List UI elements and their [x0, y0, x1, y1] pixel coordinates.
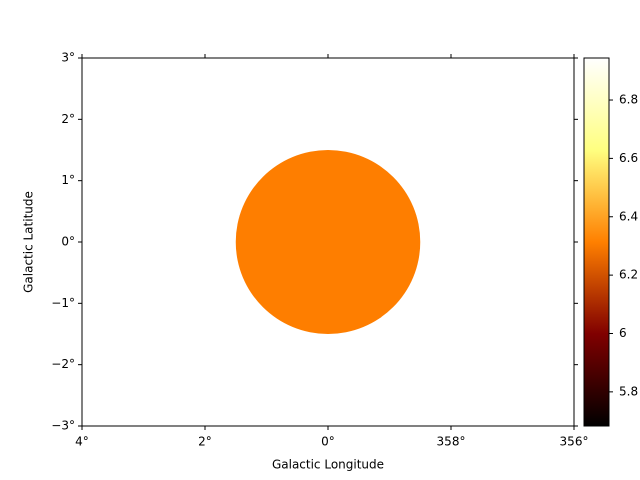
y-tick-label: −2° — [51, 357, 75, 371]
x-axis-label: Galactic Longitude — [272, 458, 384, 472]
y-tick-label: 1° — [61, 173, 75, 187]
colorbar — [583, 57, 610, 427]
x-tick-label: 4° — [75, 435, 89, 449]
y-tick-label: 3° — [61, 51, 75, 65]
x-tick-label: 358° — [437, 435, 466, 449]
x-tick-label: 2° — [198, 435, 212, 449]
y-tick-label: −3° — [51, 419, 75, 433]
colorbar-tick-label: 6 — [619, 326, 627, 340]
y-axis-label: Galactic Latitude — [22, 191, 36, 293]
x-tick-label: 0° — [321, 435, 335, 449]
y-tick-label: −1° — [51, 296, 75, 310]
disk — [235, 150, 421, 334]
colorbar-tick-label: 6.2 — [619, 268, 638, 282]
y-tick-label: 0° — [61, 235, 75, 249]
colorbar-tick-label: 6.6 — [619, 151, 638, 165]
x-tick-label: 356° — [560, 435, 589, 449]
colorbar-tick-label: 5.8 — [619, 384, 638, 398]
y-tick-label: 2° — [61, 112, 75, 126]
colorbar-tick-label: 6.4 — [619, 209, 638, 223]
colorbar-tick-label: 6.8 — [619, 93, 638, 107]
